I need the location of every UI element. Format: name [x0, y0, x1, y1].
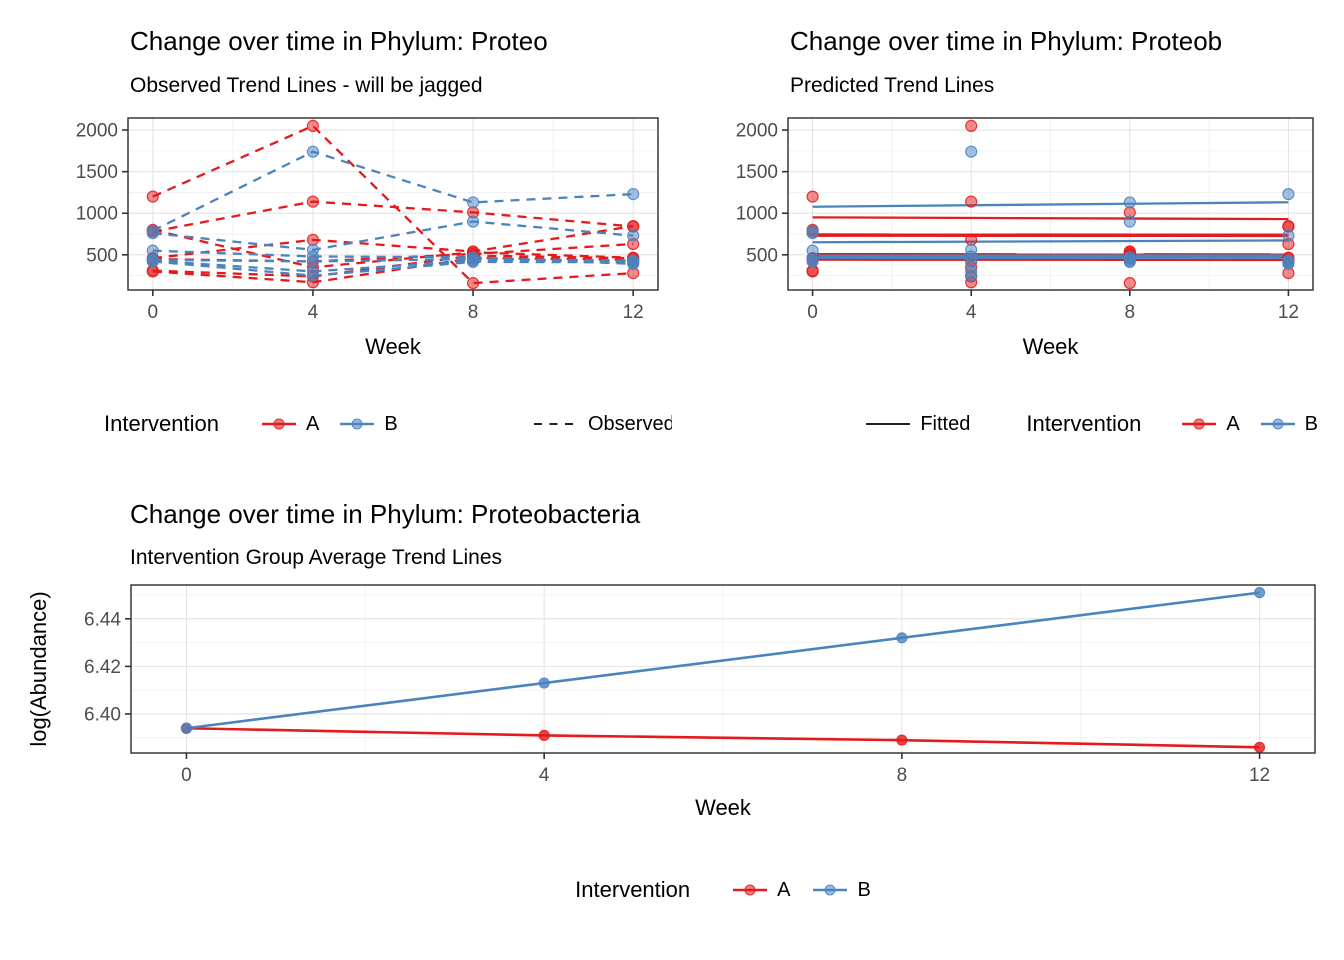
legend-item-observed: Observed [533, 413, 672, 436]
legend-average: Intervention A B [131, 870, 1315, 910]
legend-item-observed-label: Observed [588, 412, 672, 435]
legend-title: Intervention [104, 411, 219, 436]
legend-observed: Intervention A B Observed [0, 404, 672, 444]
legend-title: Intervention [575, 877, 691, 902]
svg-text:8: 8 [897, 765, 908, 786]
svg-text:12: 12 [623, 302, 644, 323]
svg-text:1000: 1000 [736, 204, 778, 225]
svg-text:0: 0 [148, 302, 159, 323]
legend-item-a: A [1181, 412, 1240, 436]
legend-item-b: B [339, 412, 398, 436]
svg-text:6.44: 6.44 [84, 609, 121, 630]
page-title: Change over time in Phylum: Proteobacter… [130, 500, 641, 529]
blue-line-point-key-icon [340, 418, 375, 430]
page-title: Change over time in Phylum: Proteo [130, 27, 548, 56]
dashed-line-key-icon [534, 423, 578, 425]
svg-text:4: 4 [539, 765, 550, 786]
legend-item-b-label: B [1304, 412, 1318, 435]
legend-item-b: B [1260, 413, 1318, 436]
legend-item-a-label: A [1226, 412, 1240, 435]
svg-text:8: 8 [468, 302, 479, 323]
observed-chart: Change over time in Phylum: Proteo Obser… [0, 0, 672, 470]
red-line-point-key-icon [733, 884, 768, 896]
legend-item-b: B [812, 878, 871, 902]
svg-text:2000: 2000 [736, 121, 778, 142]
svg-text:12: 12 [1249, 765, 1270, 786]
predicted-plot-panel: 0 4 8 12 500 1000 1500 2000 [736, 117, 1314, 323]
predicted-chart: Change over time in Phylum: Proteob Pred… [672, 0, 1344, 470]
svg-text:1000: 1000 [76, 204, 118, 225]
chart-subtitle: Intervention Group Average Trend Lines [130, 546, 503, 569]
x-axis-title: Week [1022, 334, 1079, 359]
legend-item-a: A [261, 413, 319, 436]
legend-item-a: A [732, 879, 790, 902]
svg-text:500: 500 [86, 245, 118, 266]
chart-subtitle: Predicted Trend Lines [790, 74, 995, 97]
svg-text:6.42: 6.42 [84, 657, 121, 678]
chart-subtitle: Observed Trend Lines - will be jagged [130, 74, 483, 97]
observed-plot-panel: 0 4 8 12 500 1000 1500 2000 [76, 117, 659, 323]
blue-line-point-key-icon [813, 884, 848, 896]
svg-text:0: 0 [181, 765, 192, 786]
legend-item-fitted: Fitted [865, 413, 970, 436]
red-line-point-key-icon [1182, 418, 1217, 430]
legend-item-b-label: B [384, 412, 398, 435]
average-chart: Change over time in Phylum: Proteobacter… [0, 480, 1344, 960]
svg-text:1500: 1500 [736, 162, 778, 183]
blue-line-point-key-icon [1260, 418, 1295, 430]
svg-text:8: 8 [1125, 302, 1136, 323]
svg-text:6.40: 6.40 [84, 704, 121, 725]
legend-title: Intervention [1026, 411, 1142, 436]
svg-text:4: 4 [308, 302, 319, 323]
svg-text:1500: 1500 [76, 162, 118, 183]
legend-fitted: Fitted Intervention A B [672, 404, 1344, 444]
legend-item-a-label: A [305, 412, 320, 435]
legend-item-fitted-label: Fitted [920, 412, 971, 435]
svg-text:500: 500 [746, 245, 778, 266]
legend-item-a-label: A [777, 878, 791, 901]
legend-item-b-label: B [857, 878, 871, 901]
solid-line-key-icon [866, 423, 911, 425]
red-line-point-key-icon [261, 418, 296, 430]
page-title: Change over time in Phylum: Proteob [790, 27, 1223, 56]
svg-text:0: 0 [807, 302, 818, 323]
svg-text:2000: 2000 [76, 121, 118, 142]
x-axis-title: Week [695, 795, 751, 820]
average-plot-panel: 0 4 8 12 6.40 6.42 6.44 [84, 584, 1316, 786]
svg-text:4: 4 [966, 302, 977, 323]
x-axis-title: Week [365, 334, 421, 359]
svg-text:12: 12 [1278, 302, 1299, 323]
